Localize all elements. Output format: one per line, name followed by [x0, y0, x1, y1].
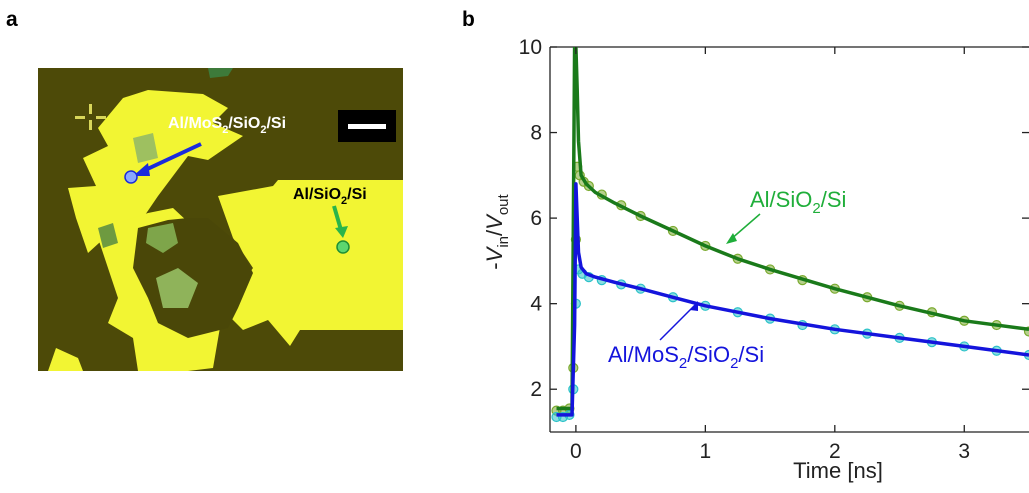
device1-marker — [124, 170, 138, 184]
ticks-layer: 0 1 2 3 2 4 6 8 10 — [519, 36, 1029, 463]
y-tick-label: 4 — [530, 293, 542, 316]
fit-line-al-mos2-sio2-si — [556, 182, 1029, 417]
device1-arrow-head — [133, 163, 150, 176]
series-label-al-mos2-sio2-si: Al/MoS2/SiO2/Si — [608, 342, 764, 372]
device2-label: Al/SiO2/Si — [293, 186, 367, 207]
chart: 0 1 2 3 2 4 6 8 10 Time [ns] -Vin/Vout Al/SiO2/S… — [482, 36, 1029, 483]
fit-line-al-sio2-si — [556, 47, 1029, 411]
mos2-flake-2 — [156, 268, 198, 308]
metal-pad-right — [218, 180, 403, 346]
x-tick-label: 3 — [958, 440, 970, 463]
series-layer — [551, 47, 1029, 423]
y-tick-label: 2 — [530, 378, 542, 401]
device1-label: Al/MoS2/SiO2/Si — [168, 115, 286, 136]
series-pointer-head-al-sio2-si — [726, 233, 737, 244]
metal-corner-bottom-left — [48, 348, 83, 371]
x-tick-label: 1 — [700, 440, 712, 463]
x-tick-label: 0 — [570, 440, 582, 463]
panel-b-label: b — [462, 8, 475, 31]
series-label-al-sio2-si: Al/SiO2/Si — [750, 187, 846, 217]
alignment-mark — [75, 104, 106, 130]
mos2-flake-4 — [133, 133, 158, 163]
scale-bar — [348, 124, 386, 129]
y-axis-title: -Vin/Vout — [482, 193, 512, 269]
x-axis-title: Time [ns] — [793, 458, 883, 483]
y-tick-label: 10 — [519, 36, 542, 59]
device2-arrow-head — [335, 226, 348, 238]
micrograph-svg: Al/MoS2/SiO2/Si Al/SiO2/Si — [38, 68, 403, 371]
panel-a-label: a — [6, 8, 18, 31]
series-pointer-al-sio2-si — [729, 213, 761, 241]
x-tick-label: 2 — [829, 440, 841, 463]
device1-arrow — [140, 142, 202, 174]
optical-micrograph: Al/MoS2/SiO2/Si Al/SiO2/Si — [38, 68, 403, 371]
y-tick-label: 6 — [530, 207, 542, 230]
mos2-flake-1 — [146, 223, 178, 253]
mos2-flake-3 — [98, 223, 118, 248]
axes-frame — [549, 46, 1029, 433]
metal-flake-left — [68, 90, 243, 253]
series-pointer-al-mos2-sio2-si — [659, 304, 696, 341]
y-tick-label: 8 — [530, 122, 542, 145]
plot-area — [551, 47, 1029, 423]
device2-arrow — [332, 205, 343, 231]
device2-marker — [336, 240, 350, 254]
mos2-flake-5 — [208, 68, 233, 78]
series-pointer-head-al-mos2-sio2-si — [690, 301, 698, 311]
